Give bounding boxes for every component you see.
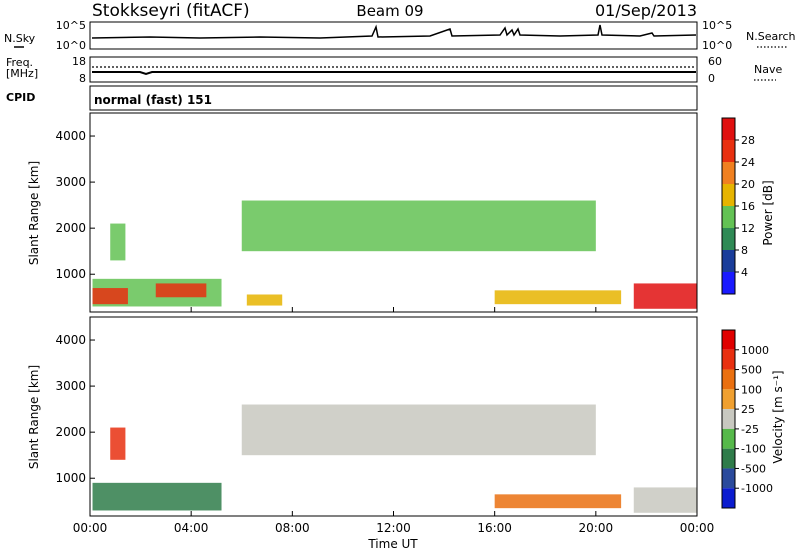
noise-panel: [89, 21, 698, 50]
date-label: 01/Sep/2013: [595, 1, 697, 20]
colorbar-tick-label: 8: [741, 244, 748, 257]
scatter-region: [241, 200, 596, 252]
cpid-panel: [89, 85, 698, 111]
power-data: [92, 200, 697, 309]
colorbar-tick-label: -500: [741, 462, 766, 475]
y-tick-label: 2000: [55, 221, 86, 235]
y-tick-label: 1000: [55, 471, 86, 485]
colorbar-segment: [722, 369, 735, 390]
freq-label-line2: [MHz]: [6, 67, 38, 80]
beam-label: Beam 09: [356, 2, 423, 20]
colorbar-tick-label: 4: [741, 266, 748, 279]
x-tick-label: 04:00: [174, 521, 209, 535]
scatter-region: [494, 290, 622, 305]
colorbar-tick-label: -1000: [741, 482, 773, 495]
colorbar-segment: [722, 250, 735, 272]
power-colorbar-label: Power [dB]: [761, 180, 775, 245]
scatter-region: [494, 494, 622, 509]
colorbar-tick-label: 500: [741, 364, 762, 377]
colorbar-segment: [722, 118, 735, 140]
x-axis-label: Time UT: [367, 537, 418, 551]
colorbar-segment: [722, 428, 735, 449]
colorbar-segment: [722, 228, 735, 250]
cpid-mode-text: normal (fast) 151: [94, 93, 212, 107]
station-title: Stokkseyri (fitACF): [92, 1, 250, 21]
x-tick-label: 16:00: [477, 521, 512, 535]
x-tick-label: 00:00: [73, 521, 108, 535]
colorbar-tick-label: 20: [741, 178, 755, 191]
velocity-y-ticks: 1000 2000 3000 4000: [55, 333, 95, 485]
noise-left-tick-bottom: 10^0: [56, 39, 86, 52]
freq-left-tick-top: 18: [72, 55, 86, 68]
x-tick-label: 20:00: [579, 521, 614, 535]
scatter-region: [110, 427, 126, 460]
scatter-region: [155, 283, 207, 298]
scatter-region: [633, 283, 697, 309]
freq-right-tick-bottom: 0: [708, 72, 715, 85]
power-y-ticks: 1000 2000 3000 4000: [55, 129, 95, 281]
colorbar-segment: [722, 206, 735, 228]
freq-label-line1: Freq.: [6, 56, 33, 69]
freq-right-tick-top: 60: [708, 55, 722, 68]
colorbar-segment: [722, 184, 735, 206]
colorbar-tick-label: 100: [741, 383, 762, 396]
noise-sky-trace: [91, 24, 697, 39]
scatter-region: [92, 288, 128, 305]
x-tick-label: 00:00: [680, 521, 715, 535]
noise-right-tick-bottom: 10^0: [702, 39, 732, 52]
freq-trace: [92, 71, 696, 76]
colorbar-segment: [722, 389, 735, 410]
colorbar-tick-label: -25: [741, 423, 759, 436]
colorbar-tick-label: -100: [741, 443, 766, 456]
colorbar-tick-label: 16: [741, 200, 755, 213]
y-tick-label: 3000: [55, 379, 86, 393]
colorbar-segment: [722, 488, 735, 508]
scatter-region: [633, 487, 697, 513]
y-tick-label: 4000: [55, 129, 86, 143]
colorbar-segment: [722, 349, 735, 370]
colorbar-tick-label: 28: [741, 134, 755, 147]
velocity-y-axis-label: Slant Range [km]: [27, 365, 41, 469]
scatter-region: [246, 294, 283, 306]
noise-right-tick-top: 10^5: [702, 19, 732, 32]
x-tick-label: 08:00: [275, 521, 310, 535]
power-y-axis-label: Slant Range [km]: [27, 161, 41, 265]
y-tick-label: 1000: [55, 267, 86, 281]
freq-panel: [89, 56, 698, 83]
y-tick-label: 3000: [55, 175, 86, 189]
power-colorbar: 28 24 20 16 12 8 4: [721, 117, 755, 295]
colorbar-tick-label: 25: [741, 403, 755, 416]
colorbar-tick-label: 24: [741, 156, 755, 169]
x-axis-ticks: 00:00 04:00 08:00 12:00 16:00 20:00 00:00: [73, 307, 715, 535]
velocity-colorbar-label: Velocity [m s⁻¹]: [771, 370, 785, 463]
freq-left-tick-bottom: 8: [79, 72, 86, 85]
colorbar-tick-label: 12: [741, 222, 755, 235]
colorbar-segment: [722, 468, 735, 489]
noise-sky-label: N.Sky: [4, 32, 36, 45]
scatter-region: [241, 404, 596, 456]
colorbar-segment: [722, 330, 735, 350]
colorbar-segment: [722, 448, 735, 469]
x-tick-label: 12:00: [376, 521, 411, 535]
y-tick-label: 4000: [55, 333, 86, 347]
colorbar-segment: [722, 140, 735, 162]
y-tick-label: 2000: [55, 425, 86, 439]
velocity-colorbar: 1000 500 100 25 -25 -100 -500 -1000: [721, 329, 773, 509]
power-panel: 1000 2000 3000 4000: [55, 112, 698, 313]
noise-search-label: N.Search: [746, 30, 796, 43]
cpid-label: CPID: [6, 91, 35, 104]
scatter-region: [92, 482, 222, 511]
velocity-data: [92, 404, 697, 513]
nave-label: Nave: [754, 63, 782, 76]
colorbar-segment: [722, 272, 735, 294]
scatter-region: [110, 223, 126, 261]
colorbar-segment: [722, 162, 735, 184]
noise-left-tick-top: 10^5: [56, 19, 86, 32]
colorbar-tick-label: 1000: [741, 344, 769, 357]
colorbar-segment: [722, 409, 735, 429]
velocity-panel: 1000 2000 3000 4000: [55, 316, 698, 517]
